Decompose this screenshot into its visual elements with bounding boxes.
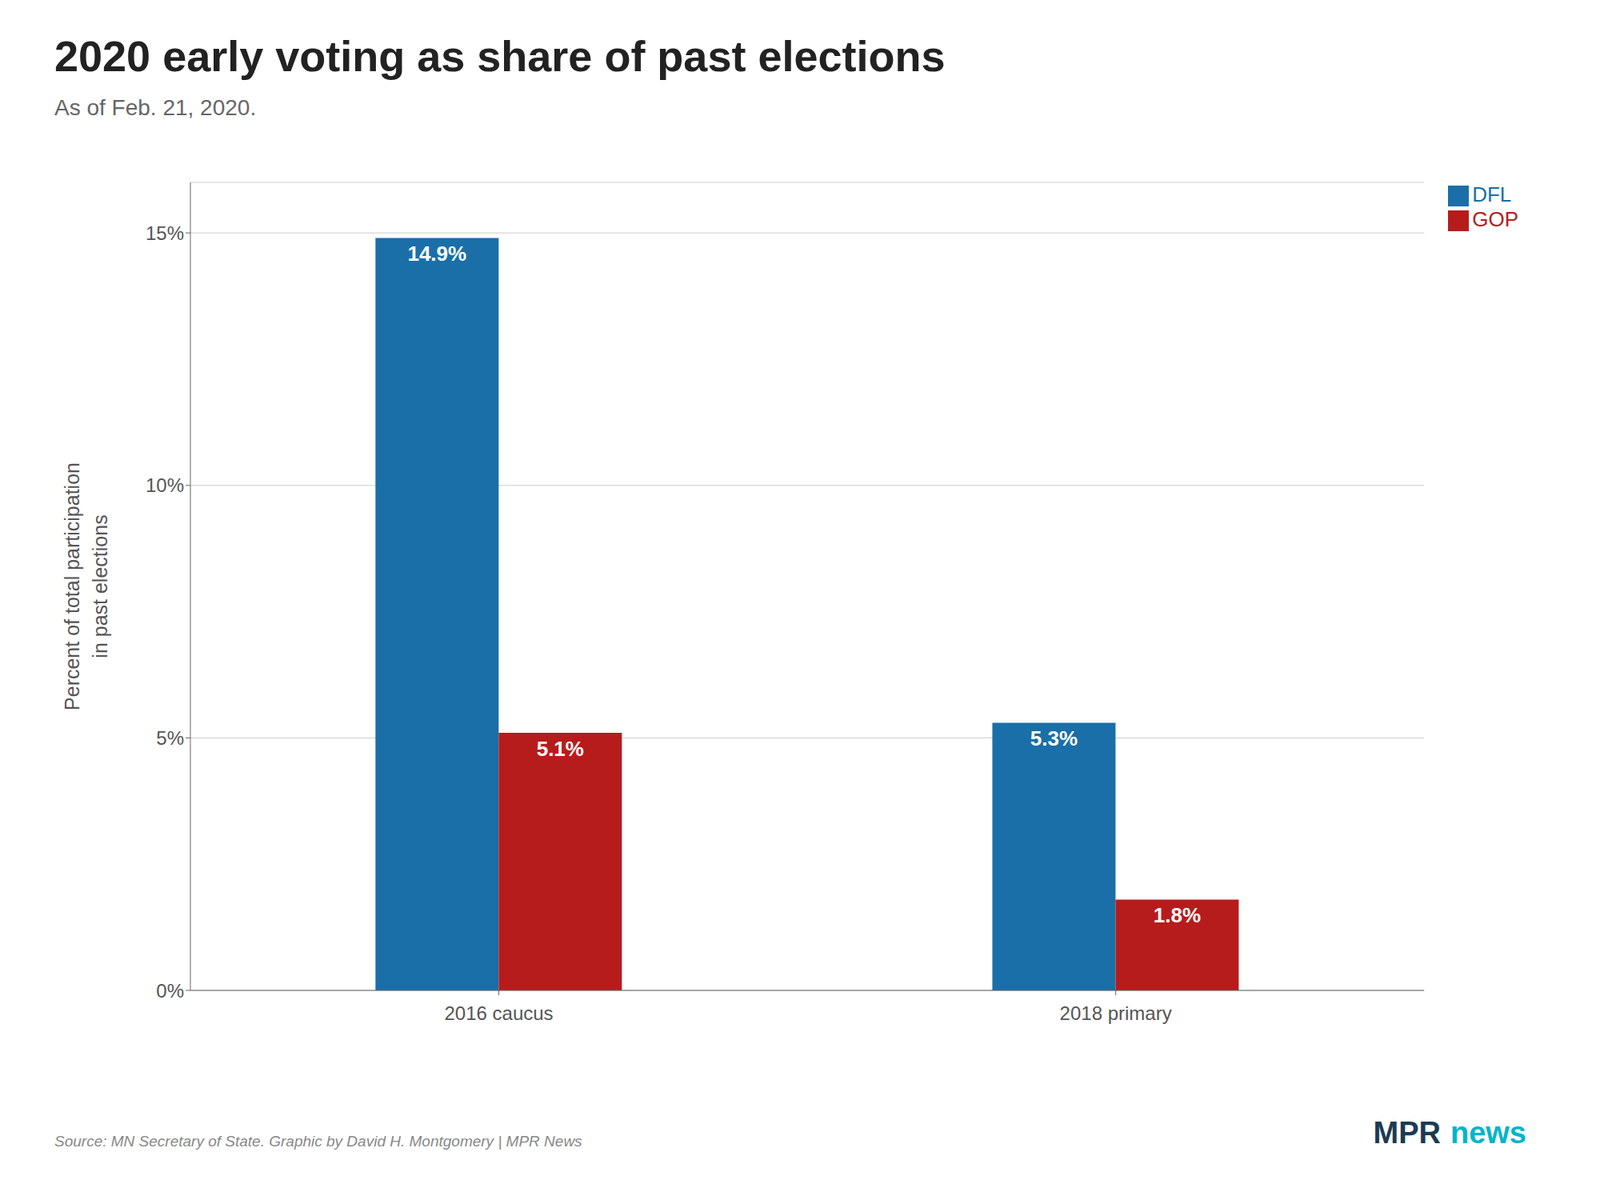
html-text:DFL: DFL (1472, 182, 1512, 207)
svg-text:14.9%: 14.9% (407, 241, 467, 266)
svg-text:10%: 10% (145, 474, 184, 496)
html-text:MPR news: MPR news (1373, 1116, 1527, 1150)
html-text:As of Feb. 21, 2020.: As of Feb. 21, 2020. (54, 95, 257, 120)
svg-text:0%: 0% (156, 980, 184, 1002)
svg-text:1.8%: 1.8% (1153, 903, 1201, 928)
svg-text:5.1%: 5.1% (536, 736, 584, 761)
svg-text:Percent of total participation: Percent of total participationin past el… (60, 462, 112, 711)
svg-text:2016 caucus: 2016 caucus (444, 1002, 553, 1024)
html-text:Source: MN Secretary of State.: Source: MN Secretary of State. Graphic b… (54, 1132, 583, 1150)
svg-text:15%: 15% (145, 222, 184, 244)
svg-text:2018 primary: 2018 primary (1060, 1002, 1172, 1024)
html-text:2020 early voting as share of: 2020 early voting as share of past elect… (54, 32, 946, 80)
html-text:GOP: GOP (1472, 207, 1519, 232)
svg-text:5.3%: 5.3% (1030, 726, 1078, 751)
svg-text:5%: 5% (156, 727, 184, 749)
